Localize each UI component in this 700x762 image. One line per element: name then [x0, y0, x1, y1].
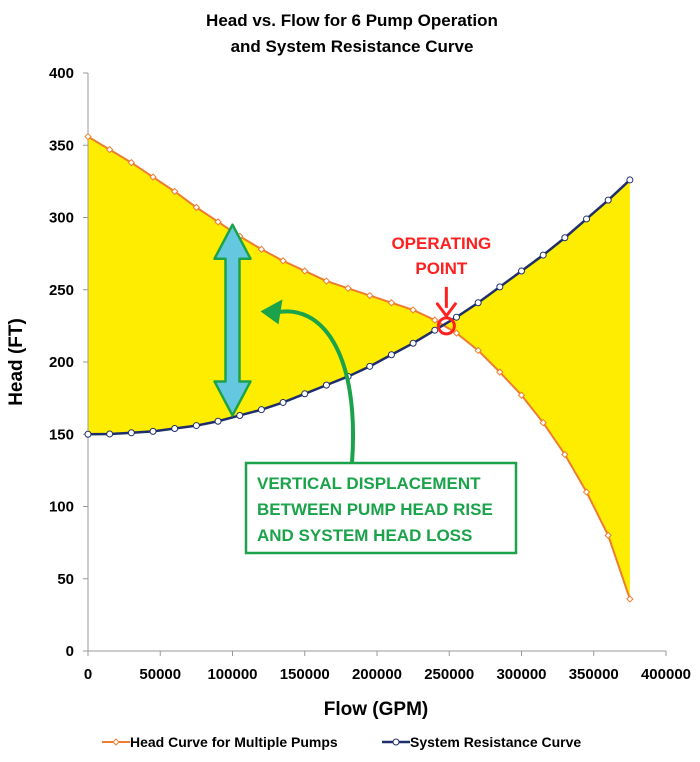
data-point: [237, 412, 243, 418]
legend-system-label: System Resistance Curve: [410, 734, 581, 750]
data-point: [128, 430, 134, 436]
x-tick-label: 300000: [496, 666, 546, 683]
data-point: [280, 399, 286, 405]
displacement-text-line2: BETWEEN PUMP HEAD RISE: [257, 500, 493, 519]
y-tick-label: 300: [49, 210, 74, 227]
x-tick-label: 0: [84, 666, 92, 683]
data-point: [432, 327, 438, 333]
data-point: [562, 235, 568, 241]
chart-title-line1: Head vs. Flow for 6 Pump Operation: [206, 11, 498, 30]
y-tick-label: 200: [49, 354, 74, 371]
legend-head-label: Head Curve for Multiple Pumps: [130, 734, 338, 750]
data-point: [150, 428, 156, 434]
data-point: [193, 423, 199, 429]
data-point: [388, 352, 394, 358]
operating-point-label-line1: OPERATING: [391, 234, 491, 253]
legend-head-marker: [113, 739, 119, 745]
x-tick-label: 350000: [569, 666, 619, 683]
data-point: [215, 418, 221, 424]
data-point: [367, 363, 373, 369]
legend: Head Curve for Multiple Pumps System Resi…: [102, 734, 581, 750]
data-point: [258, 407, 264, 413]
chart-title-line2: and System Resistance Curve: [231, 37, 474, 56]
data-point: [519, 268, 525, 274]
x-tick-label: 400000: [641, 666, 691, 683]
displacement-text-line3: AND SYSTEM HEAD LOSS: [257, 526, 472, 545]
data-point: [605, 197, 611, 203]
data-point: [627, 177, 633, 183]
y-tick-label: 400: [49, 65, 74, 82]
y-tick-label: 100: [49, 499, 74, 516]
legend-system-marker: [393, 739, 399, 745]
data-point: [627, 596, 633, 602]
data-point: [453, 314, 459, 320]
data-point: [107, 431, 113, 437]
y-tick-label: 0: [66, 643, 74, 660]
data-point: [584, 216, 590, 222]
data-point: [85, 431, 91, 437]
data-point: [302, 391, 308, 397]
data-point: [497, 284, 503, 290]
x-tick-label: 150000: [280, 666, 330, 683]
x-tick-label: 100000: [207, 666, 257, 683]
y-tick-label: 250: [49, 282, 74, 299]
x-tick-label: 200000: [352, 666, 402, 683]
y-tick-label: 50: [57, 571, 74, 588]
data-point: [323, 382, 329, 388]
data-point: [172, 425, 178, 431]
x-axis-label: Flow (GPM): [324, 699, 428, 720]
data-point: [540, 252, 546, 258]
data-point: [410, 340, 416, 346]
data-point: [475, 300, 481, 306]
x-tick-label: 250000: [424, 666, 474, 683]
y-axis-label: Head (FT): [6, 318, 27, 406]
displacement-text-line1: VERTICAL DISPLACEMENT: [257, 474, 481, 493]
y-tick-label: 150: [49, 426, 74, 443]
y-tick-label: 350: [49, 137, 74, 154]
operating-point-label-line2: POINT: [415, 259, 468, 278]
x-tick-label: 50000: [139, 666, 181, 683]
